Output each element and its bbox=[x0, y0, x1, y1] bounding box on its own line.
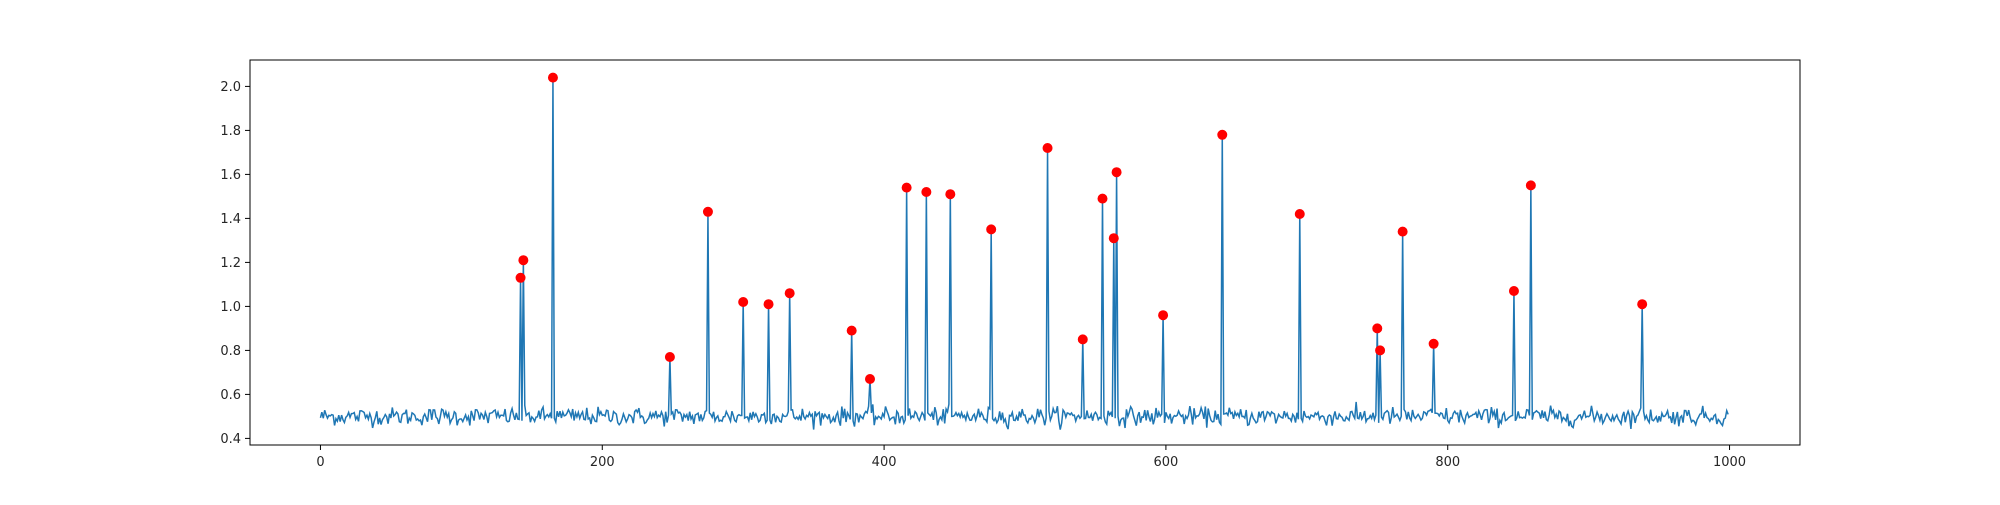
peak-marker bbox=[763, 299, 774, 310]
plot-frame bbox=[249, 59, 1801, 446]
peak-marker bbox=[1111, 167, 1122, 178]
peak-marker bbox=[921, 187, 932, 197]
y-tick-label: 2.0 bbox=[220, 80, 241, 95]
y-tick-label: 0.4 bbox=[220, 432, 241, 447]
signal-line bbox=[319, 77, 1729, 430]
y-tick-label: 0.8 bbox=[220, 344, 241, 359]
peak-marker bbox=[664, 352, 675, 362]
y-tick-label: 1.4 bbox=[220, 212, 241, 227]
peak-marker bbox=[1217, 129, 1228, 140]
peak-marker bbox=[1077, 334, 1088, 345]
x-tick-label: 200 bbox=[590, 455, 615, 470]
peak-marker bbox=[945, 189, 956, 200]
peak-marker bbox=[1397, 226, 1408, 237]
peak-marker bbox=[1294, 209, 1305, 219]
peak-marker bbox=[518, 255, 529, 266]
peak-marker bbox=[986, 224, 997, 235]
x-tick-label: 800 bbox=[1435, 455, 1460, 470]
x-tick-label: 600 bbox=[1153, 455, 1178, 470]
peak-marker bbox=[702, 206, 713, 217]
y-axis: 0.4 0.6 0.8 1.0 1.2 1.4 1.6 1.8 2.0 bbox=[220, 80, 250, 447]
peak-marker bbox=[784, 288, 795, 299]
peak-marker bbox=[1097, 193, 1108, 204]
peak-marker bbox=[865, 374, 875, 384]
peak-marker bbox=[846, 325, 857, 336]
peak-marker bbox=[1375, 345, 1386, 356]
plot-area bbox=[319, 72, 1729, 430]
x-tick-label: 1000 bbox=[1713, 455, 1746, 470]
peak-marker bbox=[901, 182, 912, 193]
peak-marker bbox=[515, 272, 526, 283]
x-axis: 0 200 400 600 800 1000 bbox=[316, 445, 1746, 470]
peak-marker bbox=[1525, 180, 1536, 191]
peak-marker bbox=[1508, 286, 1519, 296]
x-tick-label: 400 bbox=[872, 455, 897, 470]
peak-marker bbox=[1637, 299, 1648, 310]
peak-marker bbox=[547, 72, 558, 83]
y-tick-label: 1.6 bbox=[220, 168, 241, 183]
y-tick-label: 1.0 bbox=[220, 300, 241, 315]
peak-marker bbox=[1108, 233, 1119, 244]
y-tick-label: 1.8 bbox=[220, 124, 241, 139]
peak-marker bbox=[1428, 338, 1439, 349]
peak-marker bbox=[738, 297, 749, 307]
peak-marker bbox=[1372, 323, 1383, 334]
peak-marker bbox=[1042, 143, 1053, 153]
x-tick-label: 0 bbox=[316, 455, 324, 470]
y-tick-label: 0.6 bbox=[220, 388, 241, 403]
y-tick-label: 1.2 bbox=[220, 256, 241, 271]
peak-marker bbox=[1158, 310, 1169, 321]
